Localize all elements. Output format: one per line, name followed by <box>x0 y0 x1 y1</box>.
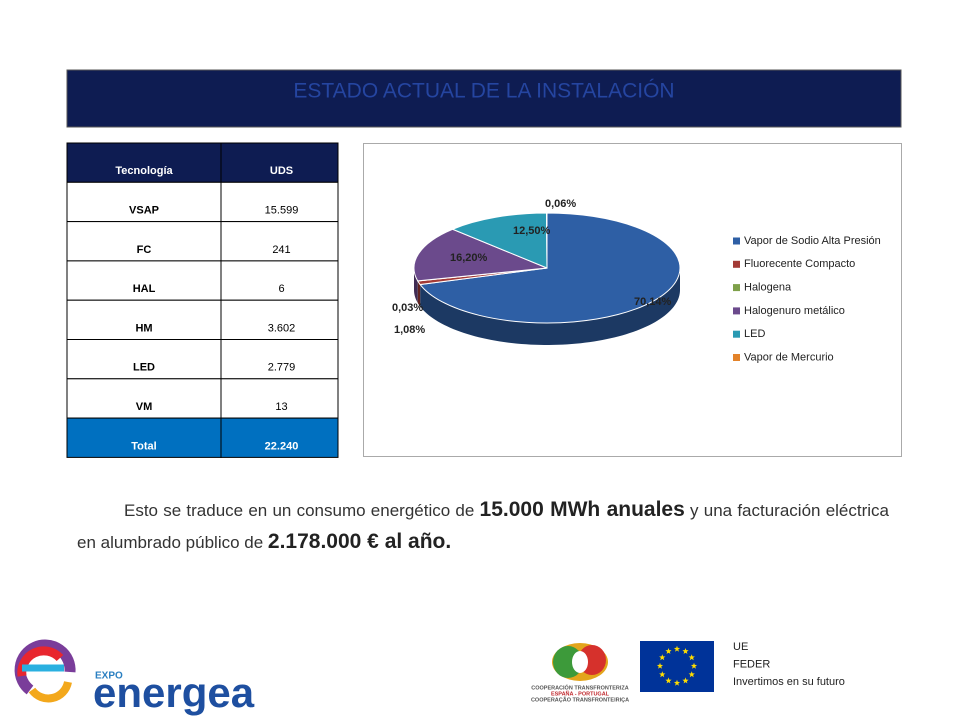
eu-star <box>673 679 681 686</box>
coop-shape <box>572 651 588 673</box>
legend-label: Halogena <box>744 282 792 294</box>
table-cell <box>220 299 339 341</box>
table-text: 2.779 <box>268 362 296 374</box>
table-cell <box>220 260 339 301</box>
data-label: 0,03% <box>392 302 423 314</box>
slice-side <box>417 280 421 307</box>
paragraph-text: y una facturación eléctrica en alumbrado… <box>77 501 890 552</box>
slice <box>545 212 548 269</box>
eu-stars <box>656 645 698 686</box>
table-cell <box>66 417 222 458</box>
table-text: FC <box>137 244 152 256</box>
eu-star <box>665 648 672 654</box>
legend-label: LED <box>744 328 765 340</box>
legend-swatch <box>733 237 740 245</box>
legend-label: Halogenuro metálico <box>744 305 845 317</box>
table-cell <box>66 378 222 419</box>
logo-swirl <box>14 639 76 695</box>
slice-side <box>414 268 418 303</box>
logo-name: energea <box>93 669 255 716</box>
table-text: 241 <box>272 244 290 256</box>
table-cell <box>220 221 339 262</box>
table-cell <box>66 299 222 341</box>
coop-logo <box>552 643 608 681</box>
legend-label: Vapor de Mercurio <box>744 351 834 363</box>
table-text: 22.240 <box>265 440 299 452</box>
data-label: 70,14% <box>634 296 672 308</box>
paragraph: Esto se traduce en un consumo energético… <box>77 494 889 558</box>
table-text: 6 <box>278 283 284 295</box>
table-text: LED <box>133 362 155 374</box>
table-text: 15.599 <box>265 205 299 217</box>
table-cell <box>66 221 222 262</box>
paragraph-bold: 15.000 MWh anuales <box>479 498 685 521</box>
coop-text: COOPERAÇÃO TRANSFRONTEIRIÇA <box>531 696 629 703</box>
table-text: VM <box>136 401 153 413</box>
data-label: 12,50% <box>513 225 551 237</box>
slice <box>413 228 548 282</box>
table-text: HAL <box>133 283 156 295</box>
eu-star <box>665 677 672 684</box>
table-cell <box>220 142 339 183</box>
table-cell <box>66 260 222 301</box>
coop-text: ESPAÑA - PORTUGAL <box>551 690 610 697</box>
paragraph-text: Esto se traduce en un consumo energético… <box>124 501 480 520</box>
table-text: Total <box>131 440 156 452</box>
table-text: UDS <box>270 165 293 177</box>
energea-logo <box>14 639 76 703</box>
paragraph-bold: 2.178.000 € al año. <box>267 530 452 553</box>
legend-swatch <box>733 307 740 315</box>
eu-text: FEDER <box>733 658 770 670</box>
eu-text: Invertimos en su futuro <box>733 676 845 688</box>
data-label: 16,20% <box>450 252 488 264</box>
table-text: 3.602 <box>268 322 296 334</box>
eu-star <box>688 671 695 678</box>
table-text: 13 <box>275 401 287 413</box>
title-bar <box>66 69 902 128</box>
eu-star <box>659 654 666 661</box>
table-cell <box>220 181 339 223</box>
eu-star <box>656 662 664 669</box>
eu-star <box>690 662 698 669</box>
coop-text: COOPERACIÓN TRANSFRONTERIZA <box>531 683 629 691</box>
slice <box>419 212 681 324</box>
logo-swirl <box>17 646 64 677</box>
table-text: Tecnología <box>115 165 173 177</box>
logo-swirl <box>28 680 72 703</box>
slice-side <box>420 268 680 345</box>
data-label: 0,06% <box>545 198 576 210</box>
eu-star <box>688 654 695 661</box>
table-cell <box>220 339 339 380</box>
eu-star <box>659 671 666 678</box>
legend-label: Fluorecente Compacto <box>744 258 855 270</box>
slice <box>451 212 548 269</box>
table-cell <box>66 339 222 380</box>
legend-swatch <box>733 260 740 268</box>
table-cell <box>220 417 339 458</box>
data-label: 1,08% <box>394 324 425 336</box>
table-cell <box>66 181 222 223</box>
logo-expo: EXPO <box>95 671 123 682</box>
eu-star <box>673 645 681 652</box>
legend-swatch <box>733 330 740 338</box>
eu-star <box>682 648 689 654</box>
legend-swatch <box>733 284 740 292</box>
legend-label: Vapor de Sodio Alta Presión <box>744 235 881 247</box>
title: ESTADO ACTUAL DE LA INSTALACIÓN <box>293 80 674 103</box>
table-text: HM <box>135 322 152 334</box>
legend-swatch <box>733 354 740 361</box>
eu-text: UE <box>733 641 748 653</box>
table-cell <box>66 142 222 183</box>
eu-star <box>682 677 689 684</box>
table-text: VSAP <box>129 205 159 217</box>
